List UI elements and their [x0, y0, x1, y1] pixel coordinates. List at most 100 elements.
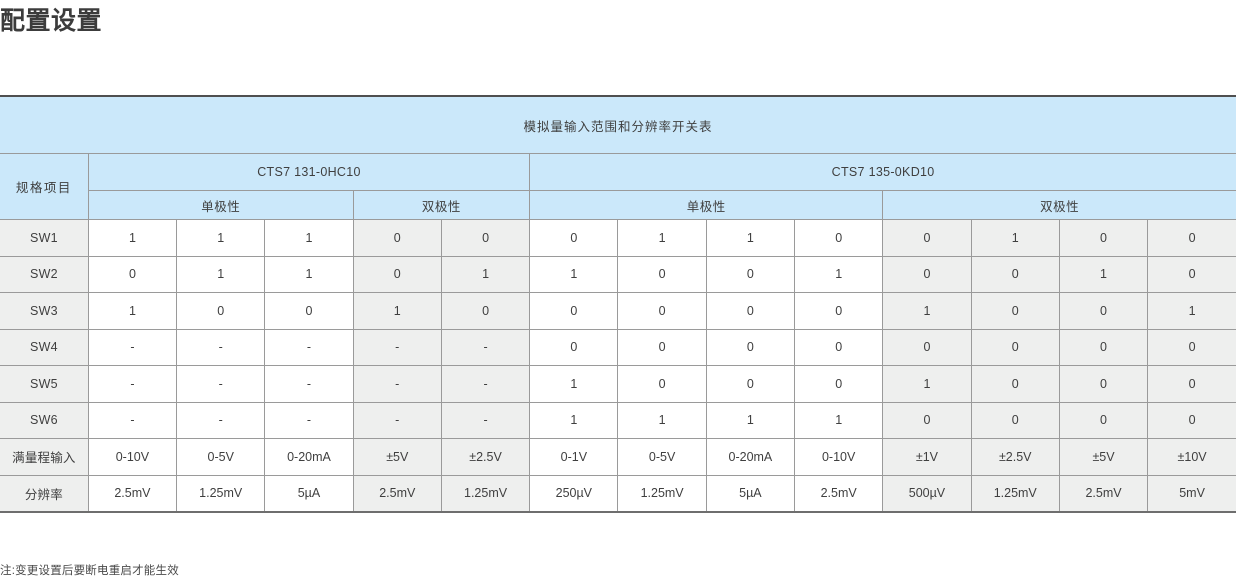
table-cell: 0 [176, 292, 266, 330]
table-cell: 0 [794, 328, 884, 366]
table-cell: 2.5mV [794, 474, 884, 512]
table-cell: 0 [1058, 292, 1149, 330]
table-cell: 1 [529, 365, 619, 403]
table-cell: 1 [882, 365, 972, 403]
polarity-header-kd10-unipolar: 单极性 [529, 190, 884, 220]
table-cell: 1 [529, 401, 619, 439]
table-cell: 1 [617, 219, 707, 257]
table-cell: 0-20mA [264, 438, 354, 476]
table-cell: 1 [794, 255, 884, 293]
table-cell: 0 [970, 328, 1060, 366]
table-cell: 0 [529, 328, 619, 366]
row-label: SW6 [0, 401, 89, 439]
table-cell: - [87, 365, 178, 403]
table-cell: 0 [87, 255, 178, 293]
table-row: SW3 1 0 0 1 0 0 0 0 0 1 0 0 1 [0, 292, 1236, 330]
table-cell: 1 [970, 219, 1060, 257]
table-cell: - [440, 401, 531, 439]
page-title: 配置设置 [0, 7, 103, 35]
table-cell: 0 [970, 401, 1060, 439]
table-cell: 0 [794, 219, 884, 257]
table-cell: 2.5mV [87, 474, 178, 512]
table-cell: 0 [882, 328, 972, 366]
table-cell: 0-10V [794, 438, 884, 476]
table-cell: - [264, 401, 354, 439]
table-cell: - [264, 328, 354, 366]
table-cell: 0 [882, 219, 972, 257]
table-cell: 1 [794, 401, 884, 439]
table-cell: - [352, 328, 442, 366]
table-cell: ±5V [352, 438, 442, 476]
table-cell: 1 [352, 292, 442, 330]
table-cell: 0 [1058, 328, 1149, 366]
table-row: 满量程输入 0-10V 0-5V 0-20mA ±5V ±2.5V 0-1V 0-5V 0-20… [0, 438, 1236, 476]
table-cell: 0-1V [529, 438, 619, 476]
table-cell: ±2.5V [970, 438, 1060, 476]
table-cell: 1 [617, 401, 707, 439]
table-cell: 5µA [705, 474, 796, 512]
table-row: 分辨率 2.5mV 1.25mV 5µA 2.5mV 1.25mV 250µV 1.25mV 5… [0, 474, 1236, 512]
table-cell: 0 [1147, 401, 1236, 439]
polarity-header-hc10-bipolar: 双极性 [352, 190, 531, 220]
row-label: SW2 [0, 255, 89, 293]
table-cell: 1 [705, 219, 796, 257]
table-row: SW6- - - - -1 1 1 1 0 0 0 0 [0, 401, 1236, 439]
row-label: 满量程输入 [0, 438, 89, 476]
table-cell: 0 [882, 401, 972, 439]
table-cell: 0-5V [617, 438, 707, 476]
table-cell: 0 [705, 365, 796, 403]
table-cell: - [176, 401, 266, 439]
table-cell: 0 [970, 365, 1060, 403]
table-cell: 500µV [882, 474, 972, 512]
row-label: SW1 [0, 219, 89, 257]
row-label: 分辨率 [0, 474, 89, 512]
table-cell: 0 [705, 255, 796, 293]
table-cell: 0-5V [176, 438, 266, 476]
table-cell: 1 [529, 255, 619, 293]
model-header-kd10: CTS7 135-0KD10 [529, 153, 1236, 191]
table-cell: 1.25mV [176, 474, 266, 512]
table-cell: 2.5mV [1058, 474, 1149, 512]
table-cell: 0 [970, 255, 1060, 293]
table-cell: - [352, 365, 442, 403]
table-cell: 1 [87, 292, 178, 330]
table-cell: ±5V [1058, 438, 1149, 476]
table-cell: 1.25mV [970, 474, 1060, 512]
table-cell: 0 [352, 219, 442, 257]
table-cell: 0 [882, 255, 972, 293]
table-cell: 1 [264, 255, 354, 293]
model-header-row: 规格项目 CTS7 131-0HC10 CTS7 135-0KD10 [0, 153, 1236, 220]
table-cell: 0 [617, 255, 707, 293]
table-cell: - [87, 328, 178, 366]
polarity-header-row: 单极性 双极性 单极性 双极性 [0, 190, 1236, 220]
table-cell: 0 [352, 255, 442, 293]
table-cell: 1 [1058, 255, 1149, 293]
polarity-header-kd10-bipolar: 双极性 [882, 190, 1236, 220]
table-row: SW2 0 1 1 0 1 1 0 0 1 0 0 1 0 [0, 255, 1236, 293]
table-head: 模拟量输入范围和分辨率开关表 规格项目 CTS7 131-0HC10 CTS7 … [0, 96, 1236, 220]
table-cell: 0 [970, 292, 1060, 330]
table-cell: - [176, 328, 266, 366]
table-cell: 0 [617, 292, 707, 330]
table-cell: 0-20mA [705, 438, 796, 476]
table-cell: 1.25mV [617, 474, 707, 512]
polarity-header-hc10-unipolar: 单极性 [87, 190, 354, 220]
table-cell: ±10V [1147, 438, 1236, 476]
table-cell: - [87, 401, 178, 439]
table-cell: - [352, 401, 442, 439]
table-cell: 2.5mV [352, 474, 442, 512]
table-cell: 5µA [264, 474, 354, 512]
table-cell: 0 [440, 219, 531, 257]
table-cell: 1 [705, 401, 796, 439]
table-cell: 0 [264, 292, 354, 330]
table-cell: 0 [794, 365, 884, 403]
table-cell: 0 [529, 292, 619, 330]
table-cell: 0 [617, 328, 707, 366]
table-title: 模拟量输入范围和分辨率开关表 [0, 96, 1236, 154]
row-label: SW5 [0, 365, 89, 403]
table-cell: 0 [1147, 219, 1236, 257]
table-cell: - [440, 328, 531, 366]
switch-table-container: 模拟量输入范围和分辨率开关表 规格项目 CTS7 131-0HC10 CTS7 … [0, 95, 1236, 513]
table-cell: 0 [705, 328, 796, 366]
